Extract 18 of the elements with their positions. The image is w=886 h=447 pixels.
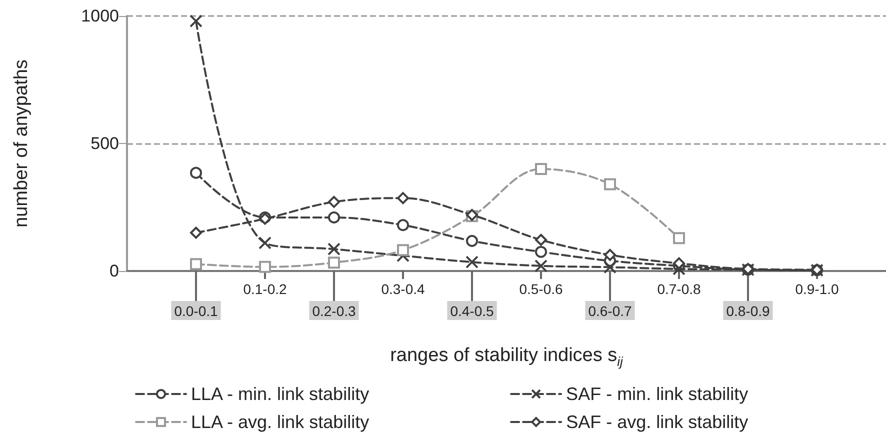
x-tick-label: 0.1-0.2 <box>243 281 288 297</box>
x-tick-label: 0.6-0.7 <box>588 303 632 319</box>
x-tick-label: 0.8-0.9 <box>726 303 770 319</box>
x-tick-label: 0.7-0.8 <box>657 281 702 297</box>
x-tick-label: 0.2-0.3 <box>312 303 356 319</box>
x-tick-label: 0.9-1.0 <box>795 281 840 297</box>
y-axis-title: number of anypaths <box>11 60 32 228</box>
legend-label: LLA - avg. link stability <box>191 412 370 432</box>
y-tick-label: 0 <box>110 262 119 280</box>
x-tick-label: 0.3-0.4 <box>381 281 426 297</box>
legend-label: SAF - avg. link stability <box>566 412 748 432</box>
x-tick-label: 0.5-0.6 <box>519 281 564 297</box>
x-tick-label: 0.0-0.1 <box>174 303 218 319</box>
x-tick-label: 0.4-0.5 <box>450 303 494 319</box>
y-tick-label: 1000 <box>81 6 119 26</box>
legend-label: SAF - min. link stability <box>566 384 748 404</box>
legend-label: LLA - min. link stability <box>191 384 370 404</box>
y-tick-label: 500 <box>90 134 119 153</box>
